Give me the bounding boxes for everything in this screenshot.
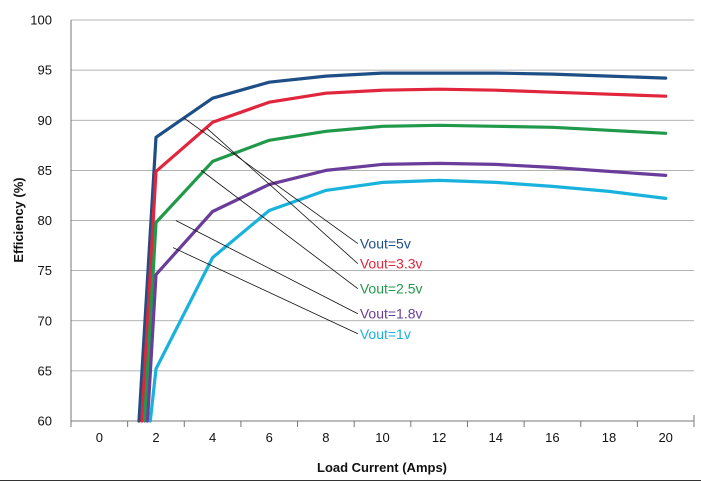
series-line-vout-3-3v — [140, 87, 668, 423]
x-axis-title: Load Current (Amps) — [317, 460, 447, 475]
callout-leader-vout-1-8v — [175, 220, 359, 315]
series-callouts: Vout=5v Vout=3.3v Vout=2.5v Vout=1.8v Vout=1… — [172, 117, 423, 342]
axes — [70, 20, 695, 427]
x-tick-label: 16 — [545, 430, 559, 445]
tick-labels: 0 2 4 6 8 10 12 14 16 18 20 60 65 70 75 80 85 90 95 100 — [30, 13, 673, 446]
series-line-vout-5v — [137, 71, 668, 423]
y-tick-label: 100 — [30, 13, 52, 28]
x-tick-label: 12 — [432, 430, 446, 445]
x-tick-label: 2 — [152, 430, 159, 445]
data-series — [137, 71, 668, 423]
x-tick-label: 10 — [375, 430, 389, 445]
callout-label-vout-1v: Vout=1v — [360, 326, 411, 342]
y-tick-label: 65 — [38, 363, 52, 378]
bottom-divider — [0, 480, 701, 481]
x-tick-label: 18 — [602, 430, 616, 445]
callout-leader-vout-3-3v — [206, 127, 359, 264]
x-tick-label: 6 — [266, 430, 273, 445]
y-tick-label: 90 — [38, 113, 52, 128]
y-tick-label: 95 — [38, 63, 52, 78]
callout-label-vout-3-3v: Vout=3.3v — [360, 256, 423, 272]
y-tick-label: 60 — [38, 414, 52, 429]
x-tick-label: 0 — [96, 430, 103, 445]
x-tick-label: 20 — [658, 430, 672, 445]
y-axis-title: Efficiency (%) — [11, 177, 26, 262]
callout-leader-vout-1v — [172, 247, 359, 335]
callout-label-vout-1-8v: Vout=1.8v — [360, 306, 423, 322]
gridlines — [71, 19, 694, 372]
series-line-vout-1-8v — [145, 161, 668, 423]
series-line-vout-1v — [148, 178, 668, 423]
callout-leader-vout-5v — [184, 117, 359, 244]
callout-label-vout-5v: Vout=5v — [360, 236, 411, 252]
y-tick-label: 80 — [38, 213, 52, 228]
y-tick-label: 85 — [38, 163, 52, 178]
x-tick-label: 8 — [322, 430, 329, 445]
callout-label-vout-2-5v: Vout=2.5v — [360, 281, 423, 297]
y-tick-label: 70 — [38, 313, 52, 328]
x-tick-label: 4 — [209, 430, 216, 445]
x-tick-label: 14 — [489, 430, 503, 445]
callout-leader-vout-2-5v — [201, 170, 359, 290]
series-line-vout-2-5v — [143, 123, 668, 423]
y-tick-label: 75 — [38, 263, 52, 278]
